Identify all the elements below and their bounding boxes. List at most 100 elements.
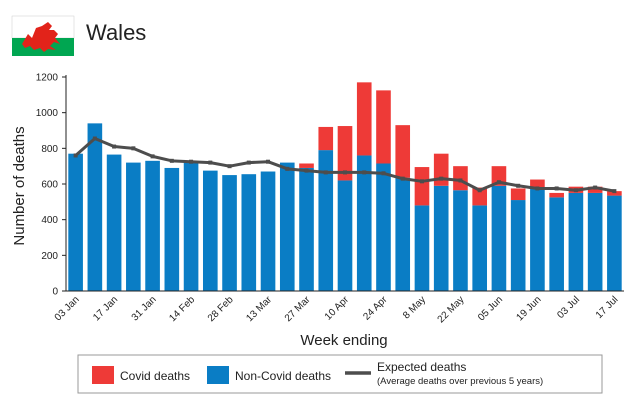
legend: Covid deaths Non-Covid deaths Expected d… [77,354,603,394]
legend-label-expected: Expected deaths [377,360,466,374]
bar-covid [356,82,372,156]
bar-covid [299,163,314,168]
expected-deaths-point [381,171,386,176]
x-axis: 03 Jan 17 Jan 31 Jan 14 Feb 28 Feb 13 Mar 27 M… [53,294,621,325]
bar-non-covid [530,188,545,291]
expected-deaths-point [73,153,78,158]
bar-non-covid [241,174,257,291]
bar-non-covid [395,177,411,291]
bar-covid [549,192,564,198]
legend-swatch-non-covid [207,366,229,384]
bar-covid [376,90,391,164]
expected-deaths-point [208,160,213,165]
expected-deaths-point [169,158,174,163]
legend-label-covid: Covid deaths [120,369,190,383]
expected-deaths-point [516,183,521,188]
bar-non-covid [337,180,353,291]
bar-covid [472,187,488,206]
bar-non-covid [126,162,141,291]
expected-deaths-point [304,168,309,173]
y-tick-label: 1000 [36,108,59,119]
bar-non-covid [260,171,276,291]
chart-title: Wales [86,20,146,45]
legend-label-non-covid: Non-Covid deaths [235,369,331,383]
bar-non-covid [183,161,199,291]
bar-non-covid [414,205,430,291]
bar-non-covid [472,205,488,291]
x-tick-label: 05 Jun [476,294,505,323]
bar-covid [337,126,353,181]
y-axis-title: Number of deaths [11,126,28,245]
x-tick-label: 10 Apr [323,294,352,323]
expected-deaths-point [285,166,290,171]
x-tick-label: 27 Mar [283,294,313,324]
bar-non-covid [433,185,449,291]
y-tick-label: 200 [41,251,58,262]
bar-non-covid [202,170,218,291]
expected-deaths-point [439,176,444,181]
bar-non-covid [145,160,160,291]
expected-deaths-point [554,186,559,191]
expected-deaths-point [92,136,97,141]
expected-deaths-point [131,146,136,151]
expected-deaths-point [227,164,232,169]
expected-line-group [73,136,617,194]
x-tick-label: 19 Jun [515,294,544,323]
y-tick-label: 0 [52,287,58,298]
bar-non-covid [87,123,103,291]
bar-non-covid [299,167,314,291]
bar-non-covid [453,190,468,291]
y-tick-label: 600 [41,180,58,191]
x-tick-label: 28 Feb [206,294,236,324]
y-tick-label: 800 [41,144,58,155]
y-axis: 0 200 400 600 800 1000 1200 [36,73,66,298]
expected-deaths-point [246,160,251,165]
y-tick-label: 1200 [36,73,59,84]
expected-deaths-point [323,170,328,175]
bar-non-covid [376,163,391,291]
bar-covid [587,186,603,193]
expected-deaths-point [458,178,463,183]
bar-non-covid [279,162,295,291]
bar-non-covid [356,155,372,291]
bar-covid [318,126,334,151]
expected-deaths-point [496,180,501,185]
bars [68,82,622,291]
bar-non-covid [587,192,603,291]
bar-covid [510,188,526,201]
expected-deaths-point [112,144,117,149]
bar-non-covid [222,175,237,291]
expected-deaths-point [362,170,367,175]
bar-covid [414,167,430,206]
x-tick-label: 8 May [401,294,428,321]
bar-covid [530,179,545,189]
x-axis-title: Week ending [300,332,387,349]
x-tick-label: 24 Apr [361,294,390,323]
bar-covid [491,166,507,186]
bar-non-covid [549,197,564,291]
expected-deaths-point [189,159,194,164]
expected-deaths-point [477,188,482,193]
expected-deaths-point [150,154,155,159]
bar-covid [607,191,622,196]
expected-deaths-point [400,176,405,181]
x-tick-label: 22 May [436,294,467,325]
x-tick-label: 13 Mar [244,294,274,324]
legend-box [77,354,603,394]
expected-deaths-point [593,185,598,190]
bar-covid [453,166,468,191]
bar-non-covid [164,167,180,291]
bar-non-covid [68,153,83,291]
bar-covid [433,153,449,186]
y-tick-label: 400 [41,215,58,226]
x-tick-label: 17 Jan [91,294,120,323]
bar-non-covid [568,192,584,291]
bar-non-covid [510,200,526,291]
expected-deaths-point [419,179,424,184]
bar-non-covid [491,185,507,291]
bar-non-covid [318,150,334,291]
expected-deaths-point [612,189,617,194]
x-tick-label: 14 Feb [167,294,197,324]
expected-deaths-point [266,159,271,164]
